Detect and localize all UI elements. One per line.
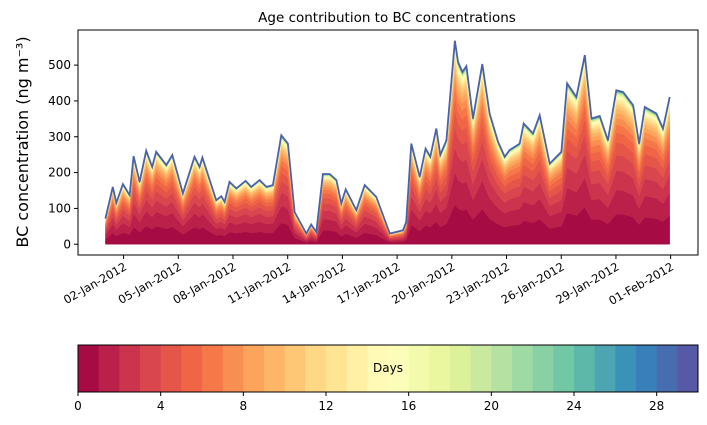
plot-area: 010020030040050002-Jan-201205-Jan-201208… <box>48 29 699 308</box>
colorbar-segment <box>470 345 492 392</box>
colorbar: 0 4 8 12 16 20 24 28 <box>74 344 699 413</box>
colorbar-tick-label: 24 <box>566 399 581 413</box>
colorbar-tick-label: 8 <box>240 399 248 413</box>
colorbar-segment <box>656 345 678 392</box>
colorbar-segment <box>98 345 120 392</box>
colorbar-segment <box>532 345 554 392</box>
colorbar-segment <box>429 345 451 392</box>
colorbar-segment <box>326 345 348 392</box>
colorbar-tick-label: 12 <box>318 399 333 413</box>
colorbar-label: Days <box>373 361 403 375</box>
colorbar-segment <box>491 345 513 392</box>
colorbar-segment <box>140 345 162 392</box>
colorbar-segment <box>305 345 327 392</box>
y-tick-label: 0 <box>63 237 71 251</box>
colorbar-tick-label: 4 <box>157 399 165 413</box>
colorbar-segment <box>160 345 182 392</box>
axes-frame <box>77 29 699 256</box>
colorbar-frame <box>77 344 699 393</box>
y-tick-label: 500 <box>48 58 71 72</box>
colorbar-segment <box>574 345 596 392</box>
colorbar-segment <box>284 345 306 392</box>
colorbar-segment <box>615 345 637 392</box>
colorbar-segment <box>408 345 430 392</box>
chart-title: Age contribution to BC concentrations <box>258 10 516 26</box>
colorbar-segment <box>677 345 699 392</box>
colorbar-tick-label: 20 <box>484 399 499 413</box>
y-tick-label: 100 <box>48 201 71 215</box>
colorbar-segment <box>264 345 286 392</box>
colorbar-segment <box>346 345 368 392</box>
total-outline-line <box>104 40 671 236</box>
colorbar-segment <box>367 345 389 392</box>
colorbar-segment <box>512 345 534 392</box>
colorbar-segment <box>594 345 616 392</box>
colorbar-segment <box>202 345 224 392</box>
colorbar-segment <box>119 345 141 392</box>
y-tick-label: 300 <box>48 130 71 144</box>
colorbar-segment <box>222 345 244 392</box>
colorbar-segment <box>78 345 100 392</box>
colorbar-segment <box>450 345 472 392</box>
colorbar-segment <box>243 345 265 392</box>
colorbar-segment <box>636 345 658 392</box>
colorbar-tick-label: 16 <box>401 399 416 413</box>
y-tick-label: 400 <box>48 94 71 108</box>
colorbar-tick-label: 28 <box>649 399 664 413</box>
colorbar-segment <box>553 345 575 392</box>
y-tick-label: 200 <box>48 166 71 180</box>
colorbar-segment <box>181 345 203 392</box>
y-axis-label: BC concentration (ng m⁻³) <box>13 36 32 247</box>
colorbar-segment <box>388 345 410 392</box>
colorbar-tick-label: 0 <box>74 399 82 413</box>
